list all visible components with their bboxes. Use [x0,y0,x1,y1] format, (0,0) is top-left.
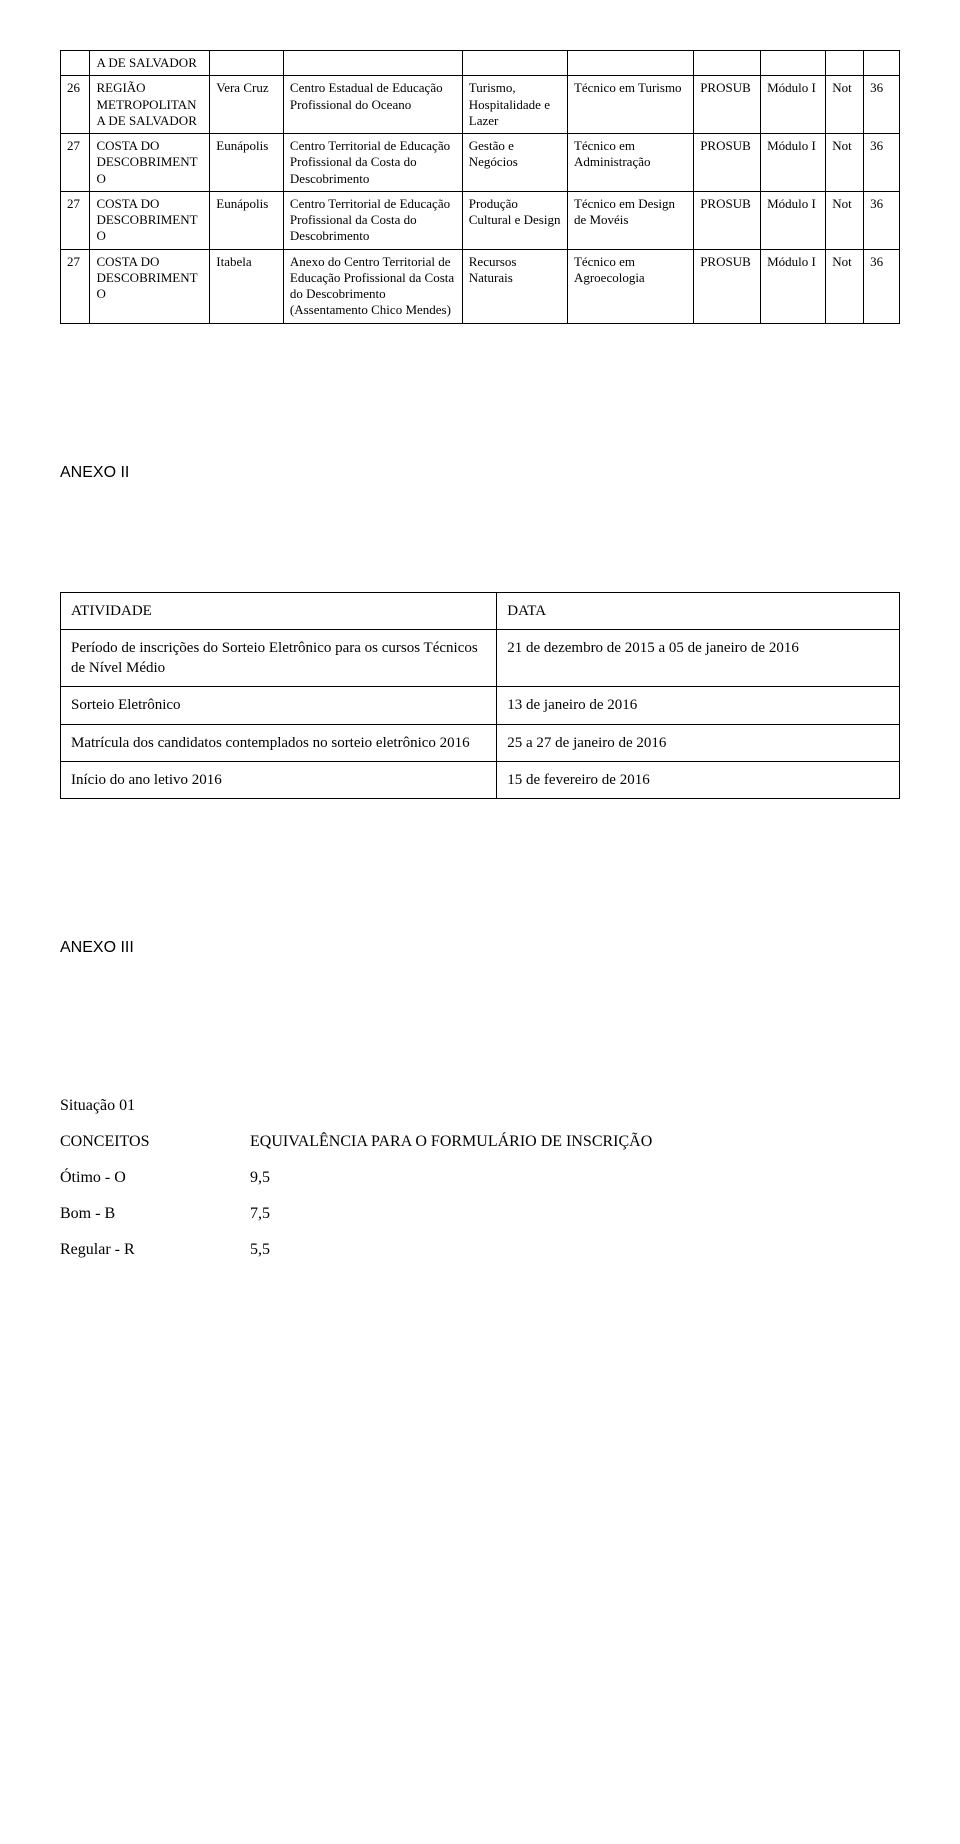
table-cell: PROSUB [694,76,761,134]
table-cell: Centro Territorial de Educação Profissio… [283,134,462,192]
table-cell: Eunápolis [210,191,284,249]
schedule-activity: Matrícula dos candidatos contemplados no… [61,724,497,761]
table-cell: PROSUB [694,249,761,323]
table-cell: 36 [864,76,900,134]
table-cell [210,51,284,76]
table-cell: Técnico em Agroecologia [567,249,693,323]
grade-value: 9,5 [250,1169,270,1187]
table-cell: PROSUB [694,191,761,249]
courses-table: A DE SALVADOR26REGIÃO METROPOLITAN A DE … [60,50,900,324]
table-cell: 26 [61,76,90,134]
table-cell: Técnico em Turismo [567,76,693,134]
table-cell: Centro Territorial de Educação Profissio… [283,191,462,249]
grade-label: Ótimo - O [60,1169,250,1187]
table-cell: Centro Estadual de Educação Profissional… [283,76,462,134]
schedule-date: 25 a 27 de janeiro de 2016 [497,724,900,761]
schedule-date: 21 de dezembro de 2015 a 05 de janeiro d… [497,629,900,687]
table-cell: 36 [864,249,900,323]
anexo-ii-heading: ANEXO II [60,464,900,482]
table-cell: Itabela [210,249,284,323]
schedule-header-left: ATIVIDADE [61,592,497,629]
table-cell: 27 [61,134,90,192]
table-cell: Módulo I [761,191,826,249]
table-row: Matrícula dos candidatos contemplados no… [61,724,900,761]
table-row: 27COSTA DO DESCOBRIMENT OEunápolisCentro… [61,134,900,192]
table-cell: Turismo, Hospitalidade e Lazer [462,76,567,134]
schedule-date: 15 de fevereiro de 2016 [497,761,900,798]
table-row: Início do ano letivo 201615 de fevereiro… [61,761,900,798]
table-cell: Módulo I [761,76,826,134]
grade-label: Regular - R [60,1241,250,1259]
schedule-header-right: DATA [497,592,900,629]
table-cell: 36 [864,191,900,249]
table-cell: 27 [61,249,90,323]
schedule-date: 13 de janeiro de 2016 [497,687,900,724]
table-cell [567,51,693,76]
schedule-activity: Sorteio Eletrônico [61,687,497,724]
table-cell: Eunápolis [210,134,284,192]
table-cell: Produção Cultural e Design [462,191,567,249]
table-cell: Módulo I [761,134,826,192]
situacao-label: Situação 01 [60,1097,900,1115]
table-cell: Técnico em Design de Movéis [567,191,693,249]
table-cell: REGIÃO METROPOLITAN A DE SALVADOR [90,76,210,134]
schedule-activity: Início do ano letivo 2016 [61,761,497,798]
table-cell: 27 [61,191,90,249]
table-cell [864,51,900,76]
table-cell: Not [826,191,864,249]
table-cell: Not [826,134,864,192]
schedule-activity: Período de inscrições do Sorteio Eletrôn… [61,629,497,687]
table-cell: Vera Cruz [210,76,284,134]
table-row: ATIVIDADEDATA [61,592,900,629]
table-cell: Recursos Naturais [462,249,567,323]
table-cell: PROSUB [694,134,761,192]
table-cell [826,51,864,76]
table-cell [61,51,90,76]
table-cell: Not [826,76,864,134]
grade-value: 7,5 [250,1205,270,1223]
table-cell: Gestão e Negócios [462,134,567,192]
table-cell [283,51,462,76]
table-row: A DE SALVADOR [61,51,900,76]
table-row: Período de inscrições do Sorteio Eletrôn… [61,629,900,687]
table-cell [694,51,761,76]
grade-value: 5,5 [250,1241,270,1259]
grade-row: Ótimo - O9,5 [60,1169,900,1187]
table-cell: Not [826,249,864,323]
table-cell: Módulo I [761,249,826,323]
table-cell: COSTA DO DESCOBRIMENT O [90,191,210,249]
grade-row: Regular - R5,5 [60,1241,900,1259]
equivalencia-label: EQUIVALÊNCIA PARA O FORMULÁRIO DE INSCRI… [250,1133,652,1151]
table-row: Sorteio Eletrônico13 de janeiro de 2016 [61,687,900,724]
conceitos-label: CONCEITOS [60,1133,250,1151]
table-cell: COSTA DO DESCOBRIMENT O [90,249,210,323]
schedule-table: ATIVIDADEDATAPeríodo de inscrições do So… [60,592,900,800]
grade-row: Bom - B7,5 [60,1205,900,1223]
table-cell: Técnico em Administração [567,134,693,192]
grade-label: Bom - B [60,1205,250,1223]
table-cell: 36 [864,134,900,192]
anexo-iii-heading: ANEXO III [60,939,900,957]
conceitos-header-row: CONCEITOS EQUIVALÊNCIA PARA O FORMULÁRIO… [60,1133,900,1151]
table-cell: A DE SALVADOR [90,51,210,76]
table-cell: COSTA DO DESCOBRIMENT O [90,134,210,192]
table-cell [462,51,567,76]
table-row: 27COSTA DO DESCOBRIMENT OItabelaAnexo do… [61,249,900,323]
table-cell [761,51,826,76]
table-cell: Anexo do Centro Territorial de Educação … [283,249,462,323]
table-row: 26REGIÃO METROPOLITAN A DE SALVADORVera … [61,76,900,134]
table-row: 27COSTA DO DESCOBRIMENT OEunápolisCentro… [61,191,900,249]
